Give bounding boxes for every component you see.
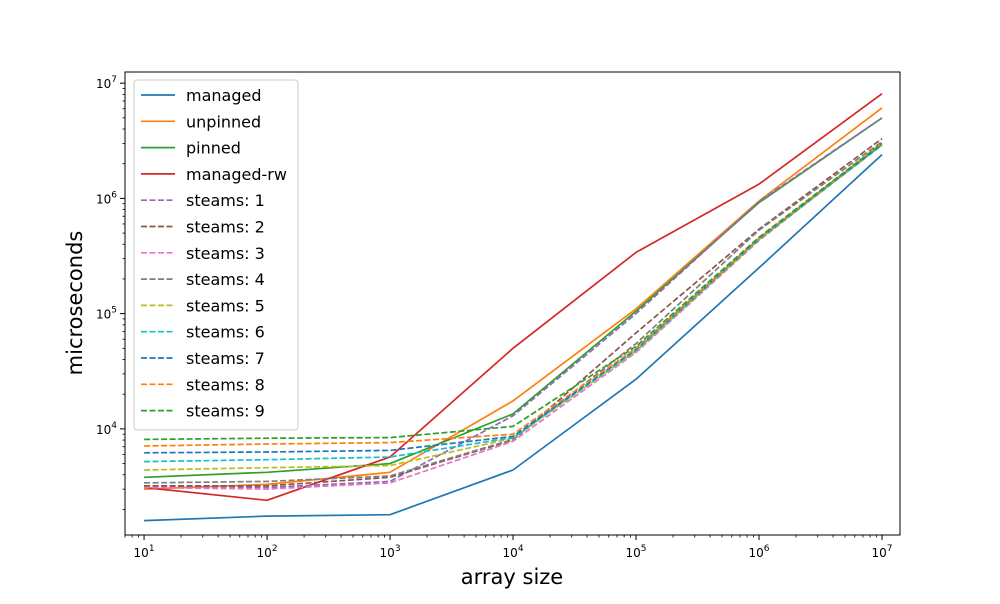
- x-tick-exponent: 1: [149, 544, 155, 554]
- x-tick-exponent: 6: [764, 544, 770, 554]
- legend-item-steams-5: steams: 5: [141, 296, 265, 315]
- legend-frame: [133, 79, 299, 431]
- legend-item-steams-8: steams: 8: [141, 375, 265, 394]
- legend: managed unpinned pinned managed-rw steams: 1…: [133, 79, 299, 431]
- legend-label: steams: 6: [186, 323, 265, 342]
- series-line-steams-8: [144, 142, 883, 447]
- plot-frame: [124, 71, 901, 536]
- series-line-steams-7: [144, 143, 883, 454]
- x-tick-base: 10: [134, 546, 149, 560]
- legend-item-steams-7: steams: 7: [141, 349, 265, 368]
- legend-item-unpinned: unpinned: [141, 112, 261, 131]
- series-line-managed: [144, 153, 883, 522]
- series-line-managed-rw: [144, 93, 883, 502]
- x-tick-base: 10: [503, 546, 518, 560]
- y-tick-exponent: 7: [111, 75, 117, 85]
- x-tick-base: 10: [626, 546, 641, 560]
- y-tick-exponent: 4: [111, 421, 117, 431]
- x-tick-exponent: 4: [518, 544, 524, 554]
- legend-item-steams-6: steams: 6: [141, 323, 265, 342]
- legend-item-steams-2: steams: 2: [141, 218, 265, 237]
- legend-item-pinned: pinned: [141, 139, 241, 158]
- y-tick-exponent: 6: [111, 190, 117, 200]
- legend-item-steams-4: steams: 4: [141, 270, 265, 289]
- y-tick-label: 107: [96, 75, 117, 91]
- series-line-steams-1: [144, 117, 883, 489]
- legend-label: steams: 2: [186, 218, 265, 237]
- legend-label: steams: 7: [186, 349, 265, 368]
- series-line-steams-4: [144, 141, 883, 484]
- y-tick-base: 10: [96, 308, 111, 322]
- legend-label: steams: 3: [186, 244, 265, 263]
- x-tick-exponent: 2: [272, 544, 278, 554]
- legend-label: steams: 9: [186, 402, 265, 421]
- y-tick-label: 106: [96, 190, 117, 206]
- legend-item-steams-9: steams: 9: [141, 402, 265, 421]
- x-tick-exponent: 7: [887, 544, 893, 554]
- series-line-unpinned: [144, 107, 883, 490]
- y-tick-base: 10: [96, 423, 111, 437]
- x-tick-label: 103: [380, 544, 401, 560]
- series-layer: [144, 93, 883, 522]
- legend-label: steams: 1: [186, 191, 265, 210]
- y-tick-exponent: 5: [111, 306, 117, 316]
- legend-item-steams-3: steams: 3: [141, 244, 265, 263]
- y-axis-label: microseconds: [63, 231, 87, 376]
- x-axis-label: array size: [461, 565, 563, 589]
- x-tick-label: 104: [503, 544, 524, 560]
- x-tick-base: 10: [257, 546, 272, 560]
- x-tick-exponent: 5: [641, 544, 647, 554]
- series-line-steams-3: [144, 142, 883, 490]
- x-tick-label: 102: [257, 544, 278, 560]
- legend-label: unpinned: [186, 112, 261, 131]
- legend-item-managed-rw: managed-rw: [141, 165, 287, 184]
- legend-label: steams: 4: [186, 270, 265, 289]
- legend-label: managed: [186, 86, 262, 105]
- x-tick-base: 10: [872, 546, 887, 560]
- x-tick-base: 10: [749, 546, 764, 560]
- x-tick-label: 107: [872, 544, 893, 560]
- y-tick-label: 104: [96, 421, 117, 437]
- x-tick-label: 105: [626, 544, 647, 560]
- legend-label: managed-rw: [186, 165, 287, 184]
- y-tick-label: 105: [96, 306, 117, 322]
- y-tick-base: 10: [96, 192, 111, 206]
- legend-label: steams: 5: [186, 296, 265, 315]
- x-tick-base: 10: [380, 546, 395, 560]
- x-tick-label: 106: [749, 544, 770, 560]
- y-tick-base: 10: [96, 77, 111, 91]
- legend-item-managed: managed: [141, 86, 262, 105]
- legend-label: pinned: [186, 139, 241, 158]
- series-line-steams-6: [144, 144, 883, 463]
- x-tick-label: 101: [134, 544, 155, 560]
- series-line-steams-9: [144, 142, 883, 441]
- legend-item-steams-1: steams: 1: [141, 191, 265, 210]
- legend-label: steams: 8: [186, 375, 265, 394]
- x-tick-exponent: 3: [395, 544, 401, 554]
